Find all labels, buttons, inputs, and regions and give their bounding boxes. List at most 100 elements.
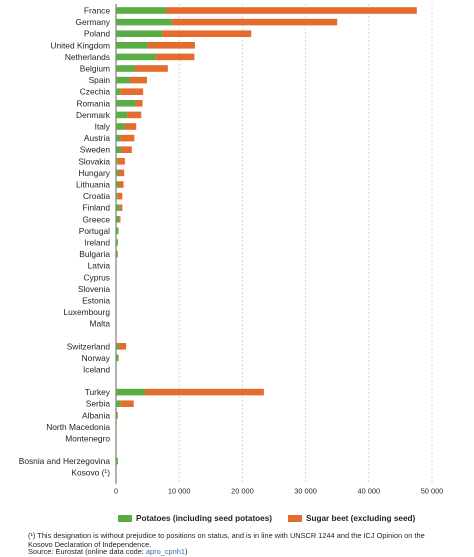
bar-potatoes [116, 123, 125, 130]
category-label: United Kingdom [50, 40, 110, 50]
category-label: Bulgaria [79, 249, 110, 259]
bar-potatoes [116, 30, 163, 37]
bar-potatoes [116, 146, 122, 153]
source-code-link[interactable]: apro_cpnh1 [145, 547, 185, 556]
legend-swatch-sugar-beet [288, 515, 303, 522]
category-label: Finland [83, 203, 111, 213]
category-label: Iceland [83, 365, 110, 375]
legend-swatch-potatoes [118, 515, 132, 522]
x-tick-label: 50 000 [421, 487, 444, 496]
bar-potatoes [116, 274, 117, 281]
bar-sugar-beet [162, 30, 252, 37]
bar-sugar-beet [119, 216, 121, 223]
bar-sugar-beet [118, 181, 124, 188]
legend: Potatoes (including seed potatoes) Sugar… [118, 514, 431, 523]
category-label: Belgium [80, 64, 110, 74]
bar-sugar-beet [127, 111, 142, 119]
bar-potatoes [116, 76, 130, 84]
source-note: Source: Eurostat (online data code: apro… [28, 547, 187, 556]
bar-potatoes [116, 412, 118, 419]
bar-sugar-beet [119, 204, 123, 211]
x-tick-label: 40 000 [357, 487, 380, 496]
category-label: Spain [89, 75, 111, 85]
bar-sugar-beet [165, 7, 417, 14]
bar-potatoes [116, 400, 121, 407]
category-label: North Macedonia [46, 422, 110, 432]
bar-chart: 0 10 000 20 000 30 000 40 000 50 000 FranceGe… [19, 4, 443, 496]
category-label: Turkey [85, 387, 111, 397]
bar-sugar-beet [117, 158, 125, 165]
category-label: Albania [82, 410, 110, 420]
bar-potatoes [116, 343, 119, 350]
bar-potatoes [116, 88, 121, 95]
category-label: Portugal [79, 226, 110, 236]
category-label: Norway [82, 353, 111, 363]
category-label: Sweden [80, 145, 111, 155]
category-label: Austria [84, 133, 110, 143]
bar-potatoes [116, 250, 118, 258]
bar-sugar-beet [118, 169, 125, 177]
footnote: (¹) This designation is without prejudic… [28, 531, 425, 549]
bar-sugar-beet [135, 100, 143, 107]
x-tick-label: 20 000 [231, 487, 254, 496]
bar-sugar-beet [118, 343, 127, 350]
source-prefix: Source: Eurostat (online data code: [28, 547, 146, 556]
category-label: Switzerland [67, 341, 111, 351]
bar-potatoes [116, 7, 166, 14]
category-label: Cyprus [83, 272, 110, 282]
legend-item-sugar-beet: Sugar beet (excluding seed) [288, 514, 415, 523]
category-label: Latvia [88, 261, 111, 271]
bar-potatoes [116, 216, 120, 223]
bar-potatoes [116, 388, 146, 396]
bar-sugar-beet [155, 53, 195, 61]
bar-potatoes [116, 239, 118, 246]
bar-sugar-beet [120, 88, 144, 95]
bars [116, 7, 417, 476]
bar-potatoes [116, 469, 117, 476]
bar-sugar-beet [145, 388, 264, 396]
category-label: Kosovo (¹) [71, 468, 110, 478]
bar-sugar-beet [134, 65, 168, 72]
category-label: Netherlands [65, 52, 110, 62]
bar-potatoes [116, 42, 148, 49]
category-label: Serbia [86, 399, 111, 409]
category-label: Hungary [78, 168, 110, 178]
bar-potatoes [116, 227, 119, 235]
bar-potatoes [116, 457, 118, 465]
bar-potatoes [116, 181, 119, 188]
category-label: Poland [84, 29, 110, 39]
category-label: Czechia [80, 87, 111, 97]
bar-potatoes [116, 423, 117, 431]
bar-sugar-beet [117, 250, 118, 258]
bar-sugar-beet [124, 123, 137, 130]
gridlines [178, 4, 433, 484]
bar-sugar-beet [129, 76, 147, 84]
category-label: France [84, 6, 110, 16]
bar-potatoes [116, 285, 117, 293]
category-label: Greece [83, 214, 111, 224]
bar-potatoes [116, 65, 135, 72]
bar-potatoes [116, 100, 136, 107]
category-label: Ireland [84, 238, 110, 248]
category-label: Slovakia [78, 156, 110, 166]
category-label: Germany [76, 17, 111, 27]
x-axis: 0 10 000 20 000 30 000 40 000 50 000 [114, 4, 443, 496]
source-suffix: ) [184, 547, 188, 556]
x-tick-label: 0 [114, 487, 118, 496]
bar-potatoes [116, 204, 120, 211]
x-tick-label: 10 000 [168, 487, 191, 496]
bar-potatoes [116, 169, 119, 177]
category-label: Romania [76, 98, 110, 108]
category-label: Luxembourg [63, 307, 110, 317]
legend-label-sugar-beet: Sugar beet (excluding seed) [306, 514, 416, 523]
bar-potatoes [116, 158, 118, 165]
bar-potatoes [116, 354, 119, 362]
category-label: Croatia [83, 191, 110, 201]
bar-sugar-beet [117, 192, 123, 200]
bar-sugar-beet [172, 18, 338, 26]
bar-sugar-beet [121, 146, 132, 153]
legend-label-potatoes: Potatoes (including seed potatoes) [136, 514, 273, 523]
category-label: Denmark [76, 110, 111, 120]
category-label: Lithuania [76, 180, 110, 190]
